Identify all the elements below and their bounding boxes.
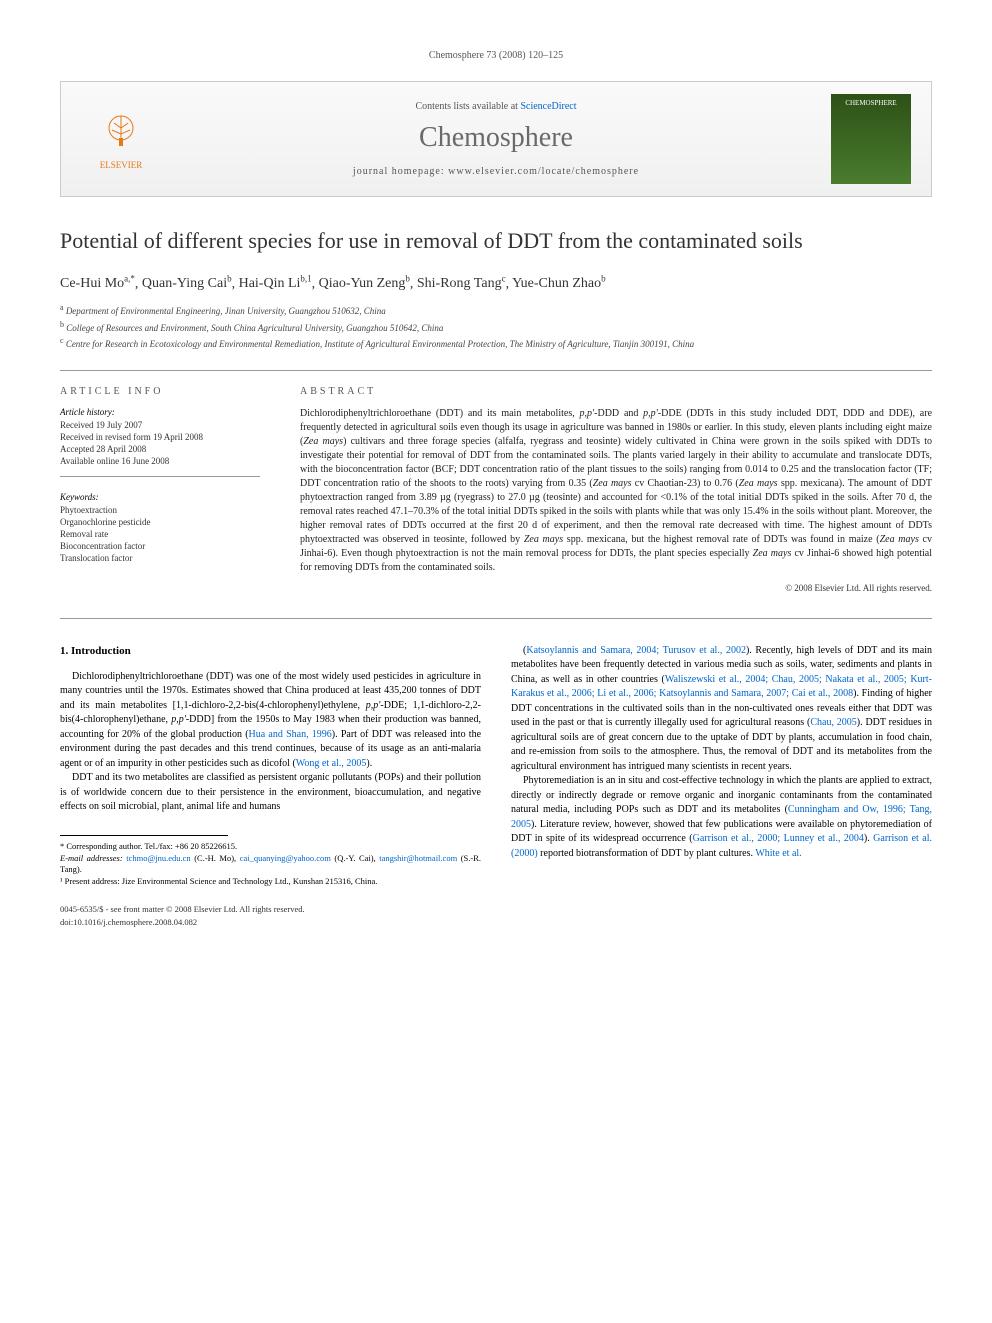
present-address: ¹ Present address: Jize Environmental Sc… <box>60 876 481 888</box>
abstract-block: ABSTRACT Dichlorodiphenyltrichloroethane… <box>300 386 932 593</box>
history-label: Article history: <box>60 407 260 417</box>
doi-line: doi:10.1016/j.chemosphere.2008.04.082 <box>60 916 481 928</box>
affiliations: a Department of Environmental Engineerin… <box>60 302 932 352</box>
keyword: Removal rate <box>60 529 260 539</box>
footnotes: * Corresponding author. Tel./fax: +86 20… <box>60 841 481 889</box>
keyword: Phytoextraction <box>60 505 260 515</box>
publisher-name: ELSEVIER <box>96 160 146 170</box>
affiliation: c Centre for Research in Ecotoxicology a… <box>60 335 932 352</box>
author: Qiao-Yun Zengb <box>319 276 410 291</box>
email-link[interactable]: cai_quanying@yahoo.com <box>240 853 331 863</box>
email-link[interactable]: tangshir@hotmail.com <box>379 853 457 863</box>
body-paragraph: DDT and its two metabolites are classifi… <box>60 771 481 815</box>
author: Shi-Rong Tangc <box>417 276 506 291</box>
body-paragraph: (Katsoylannis and Samara, 2004; Turusov … <box>511 644 932 775</box>
corresponding-author: * Corresponding author. Tel./fax: +86 20… <box>60 841 481 853</box>
contents-line: Contents lists available at ScienceDirec… <box>161 101 831 112</box>
history-item: Available online 16 June 2008 <box>60 456 260 466</box>
article-title: Potential of different species for use i… <box>60 227 932 256</box>
journal-name: Chemosphere <box>161 122 831 154</box>
journal-banner: ELSEVIER Contents lists available at Sci… <box>60 81 932 197</box>
email-link[interactable]: tchmo@jnu.edu.cn <box>126 853 190 863</box>
author: Quan-Ying Caib <box>142 276 232 291</box>
citation-link[interactable]: Wong et al., 2005 <box>296 758 367 769</box>
section-heading-intro: 1. Introduction <box>60 644 481 660</box>
author-list: Ce-Hui Moa,*, Quan-Ying Caib, Hai-Qin Li… <box>60 274 932 293</box>
sciencedirect-link[interactable]: ScienceDirect <box>520 101 576 112</box>
elsevier-tree-icon <box>96 108 146 158</box>
citation-link[interactable]: Katsoylannis and Samara, 2004; Turusov e… <box>526 645 746 656</box>
author: Yue-Chun Zhaob <box>512 276 606 291</box>
history-item: Received 19 July 2007 <box>60 420 260 430</box>
history-item: Received in revised form 19 April 2008 <box>60 432 260 442</box>
citation-link[interactable]: White et al. <box>755 848 801 859</box>
abstract-heading: ABSTRACT <box>300 386 932 397</box>
body-column-right: (Katsoylannis and Samara, 2004; Turusov … <box>511 644 932 928</box>
citation-link[interactable]: Waliszewski et al., 2004; Chau, 2005; Na… <box>511 674 932 700</box>
citation-link[interactable]: Hua and Shan, 1996 <box>249 729 332 740</box>
journal-cover-thumb: CHEMOSPHERE <box>831 94 911 184</box>
citation-link[interactable]: Garrison et al., 2000; Lunney et al., 20… <box>693 833 864 844</box>
doi-block: 0045-6535/$ - see front matter © 2008 El… <box>60 903 481 928</box>
abstract-copyright: © 2008 Elsevier Ltd. All rights reserved… <box>300 583 932 593</box>
keywords-label: Keywords: <box>60 492 260 502</box>
body-column-left: 1. Introduction Dichlorodiphenyltrichlor… <box>60 644 481 928</box>
body-paragraph: Dichlorodiphenyltrichloroethane (DDT) wa… <box>60 670 481 772</box>
affiliation: a Department of Environmental Engineerin… <box>60 302 932 319</box>
email-addresses: E-mail addresses: tchmo@jnu.edu.cn (C.-H… <box>60 853 481 877</box>
keyword: Translocation factor <box>60 553 260 563</box>
history-item: Accepted 28 April 2008 <box>60 444 260 454</box>
header-citation: Chemosphere 73 (2008) 120–125 <box>60 50 932 61</box>
citation-link[interactable]: Chau, 2005 <box>810 717 856 728</box>
article-info-heading: ARTICLE INFO <box>60 386 260 397</box>
article-info-sidebar: ARTICLE INFO Article history: Received 1… <box>60 386 260 593</box>
author: Hai-Qin Lib,1 <box>239 276 312 291</box>
keyword: Bioconcentration factor <box>60 541 260 551</box>
journal-homepage: journal homepage: www.elsevier.com/locat… <box>161 166 831 177</box>
author: Ce-Hui Moa,* <box>60 276 135 291</box>
front-matter-line: 0045-6535/$ - see front matter © 2008 El… <box>60 903 481 915</box>
affiliation: b College of Resources and Environment, … <box>60 319 932 336</box>
keyword: Organochlorine pesticide <box>60 517 260 527</box>
citation-link[interactable]: Cunningham and Ow, 1996; Tang, 2005 <box>511 804 932 830</box>
publisher-logo: ELSEVIER <box>81 99 161 179</box>
body-paragraph: Phytoremediation is an in situ and cost-… <box>511 774 932 861</box>
abstract-text: Dichlorodiphenyltrichloroethane (DDT) an… <box>300 407 932 575</box>
